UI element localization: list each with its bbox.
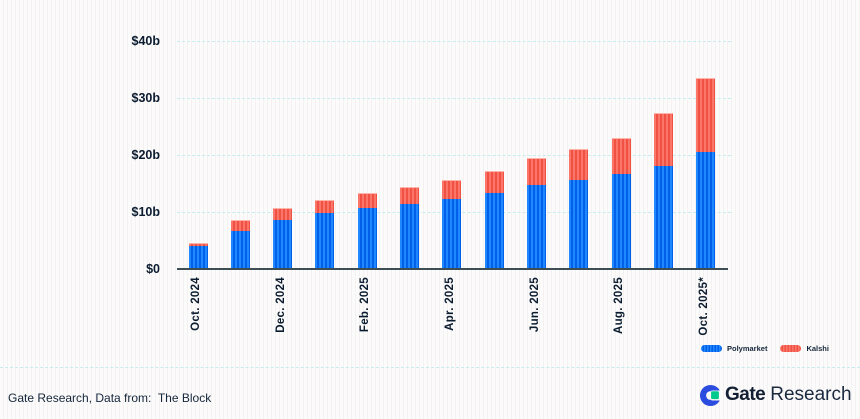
bar-segment-polymarket <box>442 198 462 270</box>
poly-swatch-icon <box>701 345 722 352</box>
bar-segment-kalshi <box>400 186 420 204</box>
legend-item-poly: Polymarket <box>701 344 767 353</box>
bar-segment-polymarket <box>696 151 716 270</box>
x-tick-label: Dec. 2024 <box>274 277 287 333</box>
bar-segment-polymarket <box>400 202 420 270</box>
bar-segment-kalshi <box>188 242 208 246</box>
bar-segment-polymarket <box>315 212 335 270</box>
bar-segment-polymarket <box>569 179 589 270</box>
bar-segment-kalshi <box>569 149 589 181</box>
bar-segment-polymarket <box>484 191 504 270</box>
source-note: Gate Research, Data from: The Block <box>8 391 212 405</box>
bar-segment-kalshi <box>357 193 377 208</box>
footer-divider <box>0 367 860 368</box>
brand-logo: Gate Research <box>699 381 852 409</box>
bar-segment-polymarket <box>230 230 250 270</box>
bar-segment-polymarket <box>357 206 377 270</box>
y-tick-label: $40b <box>131 34 161 48</box>
legend-label: Kalshi <box>806 344 829 353</box>
legend-label: Polymarket <box>727 344 768 353</box>
brand-name-regular: Research <box>770 384 852 405</box>
bar-segment-polymarket <box>527 184 547 270</box>
y-tick-label: $10b <box>131 205 161 219</box>
bar-segment-kalshi <box>611 138 631 175</box>
bar-segment-kalshi <box>442 179 462 200</box>
kalshi-swatch-icon <box>780 345 802 352</box>
x-tick-label: Apr. 2025 <box>443 277 456 331</box>
bar-segment-kalshi <box>527 158 547 186</box>
bar-segment-polymarket <box>188 244 208 270</box>
gridline <box>177 98 731 99</box>
bar-segment-kalshi <box>273 207 293 221</box>
brand-name-bold: Gate <box>725 384 766 405</box>
y-tick-label: $20b <box>131 148 161 162</box>
x-axis-line <box>177 268 728 270</box>
legend-item-kalshi: Kalshi <box>780 344 829 353</box>
bar-segment-polymarket <box>654 165 674 270</box>
x-tick-label: Jun. 2025 <box>528 277 541 333</box>
bar-segment-kalshi <box>315 199 335 214</box>
x-tick-label: Feb. 2025 <box>359 277 372 333</box>
bar-segment-kalshi <box>484 171 504 193</box>
bar-segment-kalshi <box>654 112 674 167</box>
y-tick-label: $30b <box>131 91 161 105</box>
bar-segment-kalshi <box>230 219 250 232</box>
x-tick-label: Oct. 2025* <box>697 277 710 336</box>
bar-segment-polymarket <box>273 219 293 270</box>
x-tick-label: Oct. 2024 <box>190 277 202 331</box>
bar-segment-polymarket <box>611 173 631 270</box>
gate-logo-icon <box>699 384 722 406</box>
x-tick-label: Aug. 2025 <box>613 277 626 335</box>
gridline <box>177 41 731 42</box>
y-tick-label: $0 <box>146 262 160 276</box>
bar-segment-kalshi <box>696 77 716 153</box>
gridline <box>177 155 731 156</box>
legend: Polymarket Kalshi <box>701 344 829 353</box>
